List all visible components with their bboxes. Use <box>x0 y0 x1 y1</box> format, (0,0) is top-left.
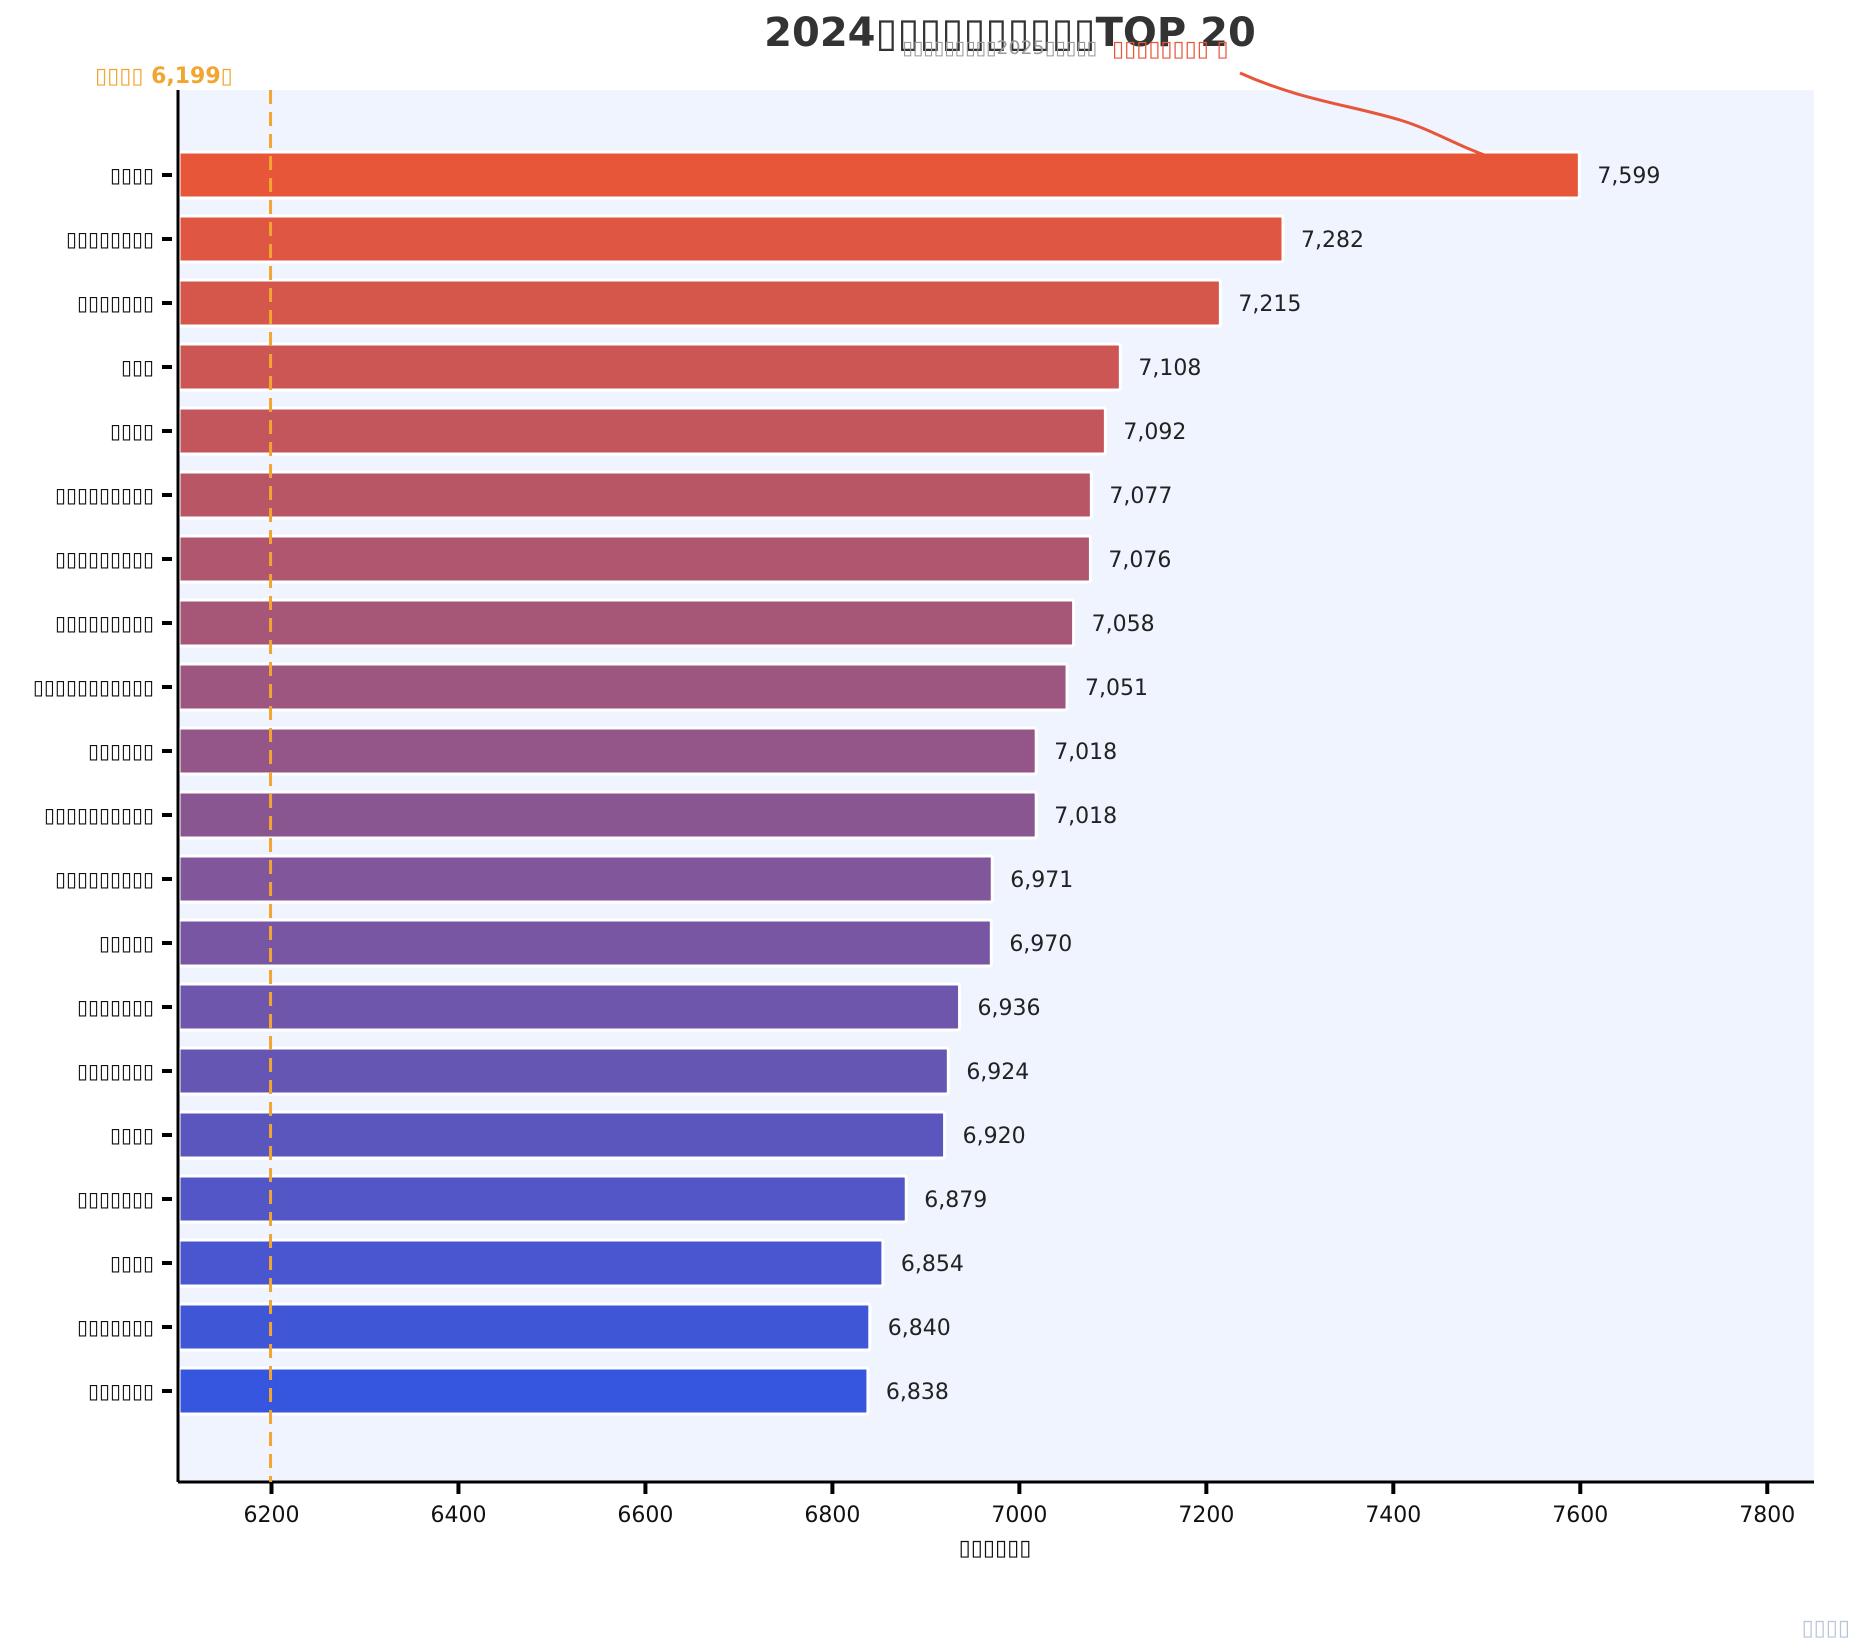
x-tick-label: 7600 <box>1552 1503 1608 1528</box>
category-label: ▯▯▯ <box>121 355 154 379</box>
x-tick-label: 6600 <box>617 1503 673 1528</box>
category-label: ▯▯▯▯▯ <box>99 931 154 955</box>
category-labels-group: ▯▯▯▯▯▯▯▯▯▯▯▯▯▯▯▯▯▯▯▯▯▯▯▯▯▯▯▯▯▯▯▯▯▯▯▯▯▯▯▯… <box>33 163 172 1403</box>
bar <box>177 534 1092 584</box>
bar-value-label: 6,936 <box>978 996 1041 1021</box>
category-label: ▯▯▯▯▯▯▯▯▯▯▯ <box>33 675 154 699</box>
bar-value-label: 7,076 <box>1108 548 1171 573</box>
bar <box>177 598 1076 648</box>
category-label: ▯▯▯▯▯▯▯▯ <box>66 227 154 251</box>
top-bar-annotation-arrow <box>1239 71 1572 177</box>
category-label: ▯▯▯▯▯▯▯▯▯ <box>55 867 154 891</box>
bar-value-label: 7,077 <box>1109 484 1172 509</box>
highlight-note: ▯▯▯▯▯▯▯▯ ▯ <box>1112 37 1229 62</box>
category-label: ▯▯▯▯▯▯▯ <box>77 1187 154 1211</box>
bar <box>177 342 1122 392</box>
bar <box>177 662 1069 712</box>
category-label: ▯▯▯▯ <box>110 419 154 443</box>
bar <box>177 1110 947 1160</box>
x-ticks-group: 6200 6400 6600 6800 7000 7200 7400 7600 7800 <box>243 1482 1795 1528</box>
bar <box>177 278 1222 328</box>
category-label: ▯▯▯▯ <box>110 1251 154 1275</box>
x-tick-label: 7800 <box>1739 1503 1795 1528</box>
bar <box>177 406 1107 456</box>
category-label: ▯▯▯▯▯▯▯ <box>77 1315 154 1339</box>
bar-value-label: 6,840 <box>888 1316 951 1341</box>
x-tick-label: 6400 <box>430 1503 486 1528</box>
bar <box>177 470 1093 520</box>
x-tick-label: 6800 <box>804 1503 860 1528</box>
x-tick-label: 7000 <box>991 1503 1047 1528</box>
average-line-label: ▯▯▯▯ 6,199▯ <box>95 64 233 89</box>
bar <box>177 1174 908 1224</box>
x-tick-label: 6200 <box>243 1503 299 1528</box>
category-label: ▯▯▯▯▯▯▯▯▯ <box>55 611 154 635</box>
bar <box>177 150 1581 200</box>
bar <box>177 1302 872 1352</box>
chart-subtitle: ▯▯▯▯▯▯▯▯▯2025▯▯▯▯▯ <box>902 37 1097 59</box>
bar-value-label: 7,282 <box>1301 228 1364 253</box>
bar <box>177 790 1038 840</box>
watermark: ▯▯▯▯ <box>1802 1616 1850 1641</box>
bar-value-label: 6,920 <box>963 1124 1026 1149</box>
bar-value-label: 6,970 <box>1009 932 1072 957</box>
bar-value-label: 7,018 <box>1054 740 1117 765</box>
bar <box>177 1238 885 1288</box>
category-label: ▯▯▯▯▯▯▯ <box>77 291 154 315</box>
x-tick-label: 7200 <box>1178 1503 1234 1528</box>
bar <box>177 214 1285 264</box>
bar-value-label: 6,854 <box>901 1252 964 1277</box>
bar-value-label: 6,971 <box>1010 868 1073 893</box>
annotation-arrowhead <box>1552 163 1575 183</box>
bar-value-label: 6,879 <box>924 1188 987 1213</box>
bar-value-label: 7,092 <box>1123 420 1186 445</box>
bar-value-label: 7,058 <box>1092 612 1155 637</box>
bar <box>177 1366 870 1416</box>
bar-value-label: 6,838 <box>886 1380 949 1405</box>
bar <box>177 982 962 1032</box>
category-label: ▯▯▯▯▯▯▯ <box>77 995 154 1019</box>
chart-title: 2024▯▯▯▯▯▯▯▯▯▯TOP 20 <box>764 10 1256 56</box>
bar-value-label: 7,018 <box>1054 804 1117 829</box>
category-label: ▯▯▯▯▯▯▯ <box>77 1059 154 1083</box>
value-labels-group: 7,599 7,282 7,215 7,108 7,092 7,077 7,076 7,058… <box>886 164 1660 1405</box>
bar-value-label: 7,215 <box>1238 292 1301 317</box>
bar-value-label: 7,599 <box>1597 164 1660 189</box>
category-label: ▯▯▯▯▯▯ <box>88 739 154 763</box>
bar-value-label: 7,051 <box>1085 676 1148 701</box>
x-axis-title: ▯▯▯▯▯▯ <box>959 1536 1032 1561</box>
category-label: ▯▯▯▯▯▯ <box>88 1379 154 1403</box>
category-label: ▯▯▯▯ <box>110 1123 154 1147</box>
category-label: ▯▯▯▯▯▯▯▯▯ <box>55 547 154 571</box>
category-label: ▯▯▯▯▯▯▯▯▯ <box>55 483 154 507</box>
bar-value-label: 6,924 <box>966 1060 1029 1085</box>
x-tick-label: 7400 <box>1365 1503 1421 1528</box>
bar <box>177 918 993 968</box>
bar <box>177 726 1038 776</box>
bar <box>177 1046 950 1096</box>
bar <box>177 854 994 904</box>
bar-value-label: 7,108 <box>1138 356 1201 381</box>
category-label: ▯▯▯▯▯▯▯▯▯▯ <box>44 803 154 827</box>
category-label: ▯▯▯▯ <box>110 163 154 187</box>
